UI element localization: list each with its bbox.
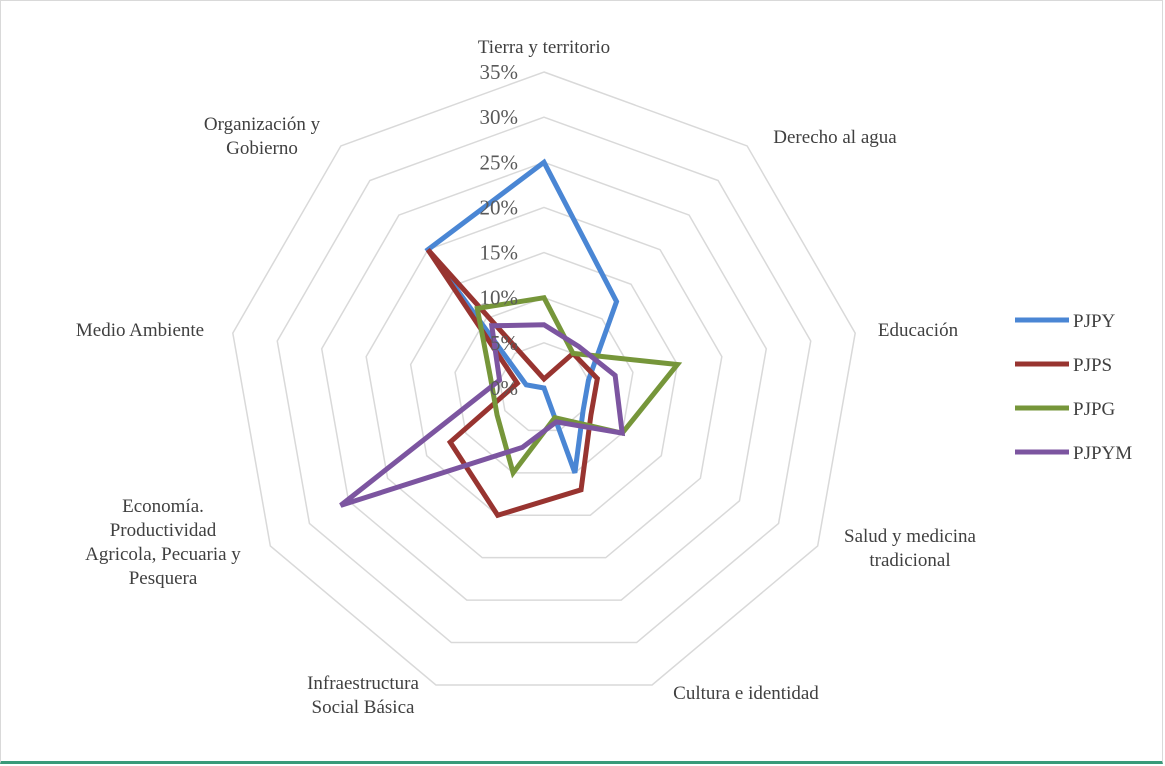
category-label: Salud y medicina tradicional (844, 526, 976, 571)
category-label: Derecho al agua (773, 127, 897, 148)
category-label: Tierra y territorio (478, 37, 610, 58)
tick-label: 35% (480, 60, 519, 84)
series-line-pjps (425, 248, 601, 519)
legend-label-pjpy: PJPY (1073, 311, 1116, 332)
tick-label: 10% (480, 286, 519, 310)
legend-label-pjps: PJPS (1073, 355, 1112, 376)
legend-label-pjpg: PJPG (1073, 399, 1116, 420)
tick-label: 15% (480, 241, 519, 265)
series-line-pjpg (474, 294, 683, 479)
tick-label: 5% (490, 331, 518, 355)
radial-tick-labels: 0% 5% 10% 15% 20% 25% 30% 35% (480, 60, 519, 400)
tick-label: 30% (480, 105, 519, 129)
legend: PJPY PJPS PJPG PJPYM (1015, 311, 1132, 464)
category-label: Cultura e identidad (673, 683, 819, 704)
legend-label-pjpym: PJPYM (1073, 443, 1132, 464)
grid-ring (276, 116, 812, 644)
radar-series (339, 158, 683, 519)
grid-ring (409, 251, 679, 517)
grid-ring (365, 206, 723, 559)
tick-label: 25% (480, 150, 519, 174)
grid-ring (454, 296, 634, 474)
category-label: Educación (878, 320, 959, 341)
category-label: Infraestructura Social Básica (307, 673, 419, 718)
grid-ring (232, 71, 856, 686)
series-line-pjpym (339, 322, 626, 508)
tick-label: 20% (480, 195, 519, 219)
tick-label: 0% (490, 376, 518, 400)
category-labels: Tierra y territorio Derecho al agua Educac… (76, 37, 977, 718)
category-label: Medio Ambiente (76, 320, 204, 341)
category-label: Organización y Gobierno (204, 114, 321, 159)
category-label: Economía. Productividad Agricola, Pecuaria… (85, 496, 241, 589)
grid-ring (320, 161, 768, 601)
